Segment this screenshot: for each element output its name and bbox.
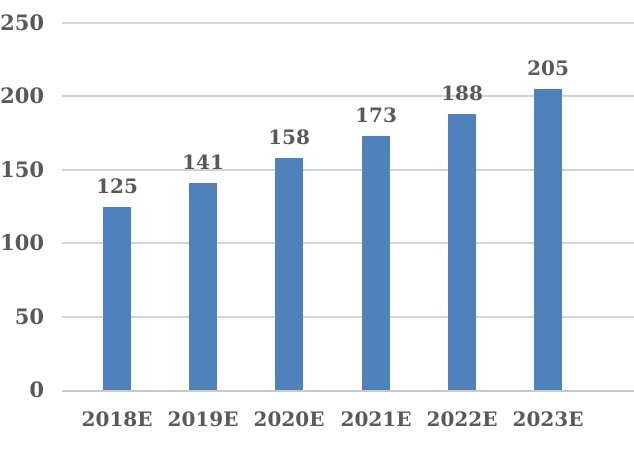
x-tick-label: 2023E — [512, 407, 584, 431]
bar-value-label: 173 — [355, 103, 397, 128]
bar-2023E — [534, 89, 562, 390]
x-tick-label: 2021E — [340, 407, 412, 431]
y-tick-label: 100 — [0, 230, 44, 256]
x-tick-label: 2019E — [167, 407, 239, 431]
bar-2021E — [362, 136, 390, 390]
gridline — [62, 242, 634, 245]
x-tick-label: 2022E — [426, 407, 498, 431]
bar-value-label: 125 — [96, 173, 138, 198]
x-tick-label: 2018E — [81, 407, 153, 431]
bar-2022E — [448, 114, 476, 390]
y-tick-label: 0 — [29, 377, 44, 402]
bar-value-label: 158 — [268, 125, 310, 150]
gridline — [62, 315, 634, 318]
x-tick-label: 2020E — [253, 407, 325, 431]
gridline — [62, 168, 634, 171]
gridline — [62, 22, 634, 24]
gridline — [62, 95, 634, 98]
y-tick-label: 250 — [0, 10, 44, 35]
x-axis-line — [62, 390, 634, 392]
y-tick-label: 150 — [0, 156, 44, 182]
bar-2018E — [103, 206, 131, 390]
bar-2020E — [275, 158, 303, 390]
bar-value-label: 188 — [441, 81, 483, 106]
bar-2019E — [189, 183, 217, 390]
bar-value-label: 205 — [527, 56, 569, 81]
bar-value-label: 141 — [182, 150, 224, 174]
y-tick-label: 50 — [14, 303, 44, 329]
y-tick-label: 200 — [0, 83, 44, 109]
